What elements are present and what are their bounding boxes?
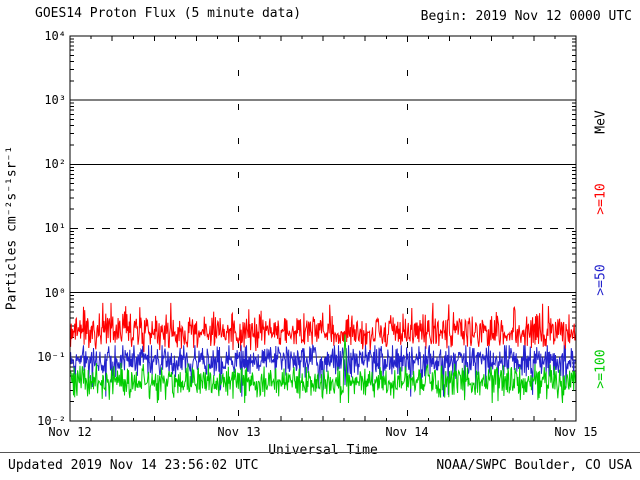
y-tick-label: 10⁻¹ bbox=[37, 350, 66, 364]
series-label-ge100-mev: >=100 bbox=[593, 349, 609, 389]
x-axis-label: Universal Time bbox=[268, 443, 378, 458]
series-label-ge50-mev: >=50 bbox=[593, 264, 609, 296]
y-tick-label: 10⁰ bbox=[44, 286, 66, 300]
data-source-label: NOAA/SWPC Boulder, CO USA bbox=[436, 458, 632, 473]
y-tick-label: 10³ bbox=[44, 93, 66, 107]
footer-divider bbox=[0, 452, 640, 453]
right-axis-unit-label: MeV bbox=[593, 110, 609, 134]
x-tick-label: Nov 12 bbox=[48, 425, 92, 439]
series-label-ge10-mev: >=10 bbox=[593, 183, 609, 215]
y-tick-label: 10² bbox=[44, 157, 66, 171]
chart-title: GOES14 Proton Flux (5 minute data) bbox=[35, 6, 302, 21]
x-tick-label: Nov 14 bbox=[385, 425, 429, 439]
y-tick-label: 10⁴ bbox=[44, 29, 66, 43]
y-tick-label: 10¹ bbox=[44, 221, 66, 235]
updated-timestamp: Updated 2019 Nov 14 23:56:02 UTC bbox=[8, 458, 259, 473]
begin-time-label: Begin: 2019 Nov 12 0000 UTC bbox=[420, 9, 632, 24]
y-axis-label: Particles cm⁻²s⁻¹sr⁻¹ bbox=[4, 145, 20, 311]
x-tick-label: Nov 13 bbox=[217, 425, 261, 439]
x-tick-label: Nov 15 bbox=[554, 425, 598, 439]
y-tick-label: 10⁻² bbox=[37, 414, 66, 428]
